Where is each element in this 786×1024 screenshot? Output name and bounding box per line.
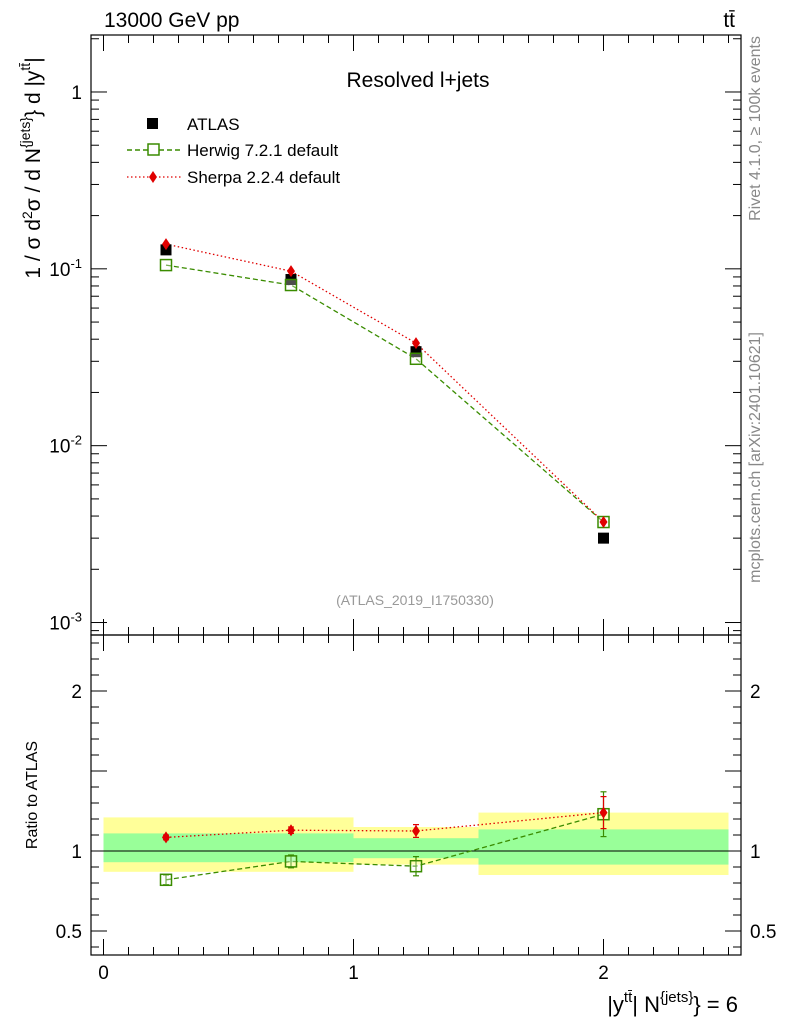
ratio-y-tick-label-right-1: 1 (750, 842, 761, 863)
ratio-y-tick-label-left-1: 1 (71, 842, 82, 863)
main-panel-series (159, 238, 610, 544)
legend-marker-sherpa (149, 171, 157, 183)
sherpa-ratio-point-3 (599, 806, 608, 819)
sherpa-main-point-0 (162, 238, 170, 251)
sherpa-ratio-point-2 (412, 825, 420, 837)
main-y-tick-label-3: 10-3 (49, 610, 82, 635)
mcplots-side-label: mcplots.cern.ch [arXiv:2401.10621] (747, 332, 764, 583)
plot-title: Resolved l+jets (347, 69, 490, 92)
stat-uncertainty-band-1 (353, 838, 479, 859)
legend-marker-atlas (147, 118, 158, 129)
ratio-panel-series (159, 791, 610, 887)
legend-marker-herwig (147, 143, 160, 156)
sherpa-main-point-3 (599, 516, 608, 529)
sherpa-ratio-point-1 (287, 824, 295, 837)
herwig-ratio-point-2 (409, 859, 423, 873)
ratio-y-tick-label-left-0: 2 (71, 682, 82, 703)
watermark-label: (ATLAS_2019_I1750330) (336, 592, 494, 608)
atlas-main-point-2 (410, 346, 422, 358)
sherpa-main-line (165, 243, 604, 523)
ratio-uncertainty-bands (91, 812, 741, 875)
ratio-y-tick-label-right-0: 2 (750, 682, 761, 703)
sherpa-ratio-point-0 (162, 831, 170, 844)
sherpa-main-point-2 (412, 337, 420, 350)
legend-label-sherpa: Sherpa 2.2.4 default (187, 168, 340, 187)
herwig-main-point-0 (159, 258, 173, 272)
ratio-y-tick-label-right-2: 0.5 (750, 922, 776, 943)
sherpa-ratio-line (165, 811, 604, 839)
herwig-ratio-line (165, 813, 604, 881)
sherpa-main-point-1 (287, 265, 295, 278)
main-y-tick-label-1: 10-1 (49, 256, 82, 281)
herwig-ratio-point-1 (284, 855, 298, 868)
rivet-side-label: Rivet 4.1.0, ≥ 100k events (747, 36, 764, 221)
legend-label-atlas: ATLAS (187, 115, 240, 134)
energy-label: 13000 GeV pp (104, 9, 239, 32)
ratio-panel-frame (90, 634, 742, 956)
herwig-main-line (165, 264, 604, 523)
herwig-main-point-2 (409, 352, 423, 366)
ratio-y-tick-label-left-2: 0.5 (56, 922, 82, 943)
x-tick-label-0: 0 (98, 963, 109, 984)
process-label: tt̄ (723, 9, 735, 32)
stat-uncertainty-band-0 (103, 833, 354, 863)
main-y-tick-label-0: 1 (71, 83, 82, 104)
main-y-tick-label-2: 10-2 (49, 433, 82, 458)
herwig-main-point-1 (284, 278, 298, 292)
herwig-ratio-point-0 (159, 873, 173, 887)
axes: 1 10-1 10-2 10-3 2 2 1 1 0.5 0.5 0 1 2 (49, 34, 776, 984)
x-axis-label: |ytt̄| N{jets}} = 6 (607, 989, 738, 1017)
legend: ATLAS Herwig 7.2.1 default Sherpa 2.2.4 … (127, 115, 340, 187)
atlas-main-point-3 (598, 532, 609, 544)
x-tick-label-2: 2 (598, 963, 609, 984)
main-y-axis-label: 1 / σ d2σ / d N{jets}} d |ytt̄| (17, 57, 45, 278)
legend-label-herwig: Herwig 7.2.1 default (187, 141, 338, 160)
x-tick-label-1: 1 (348, 963, 359, 984)
ratio-y-axis-label: Ratio to ATLAS (24, 741, 41, 849)
